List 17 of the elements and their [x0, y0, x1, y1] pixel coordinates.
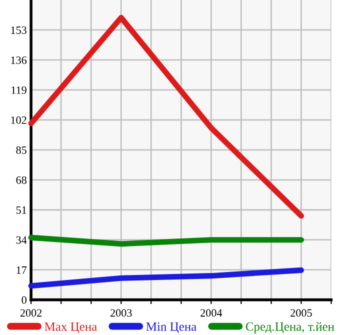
x-tick-label: 2003 — [110, 309, 132, 317]
x-tick-label: 2002 — [20, 309, 42, 317]
y-tick-label: 102 — [11, 116, 26, 124]
x-tick-label: 2004 — [200, 309, 222, 317]
y-tick-label: 119 — [12, 86, 26, 94]
y-tick-label: 51 — [16, 206, 26, 214]
y-tick-label: 0 — [22, 296, 26, 304]
legend-label: Max Цена — [44, 322, 97, 334]
y-tick-label: 153 — [11, 26, 26, 34]
legend-label: Min Цена — [146, 322, 196, 334]
legend-label: Сред.Цена, т.йен — [246, 322, 334, 334]
y-tick-label: 136 — [11, 56, 27, 64]
y-tick-label: 17 — [16, 266, 27, 274]
y-tick-label: 85 — [16, 146, 26, 154]
y-tick-label: 34 — [16, 236, 27, 244]
y-tick-label: 68 — [16, 176, 26, 184]
x-tick-label: 2005 — [290, 309, 312, 317]
